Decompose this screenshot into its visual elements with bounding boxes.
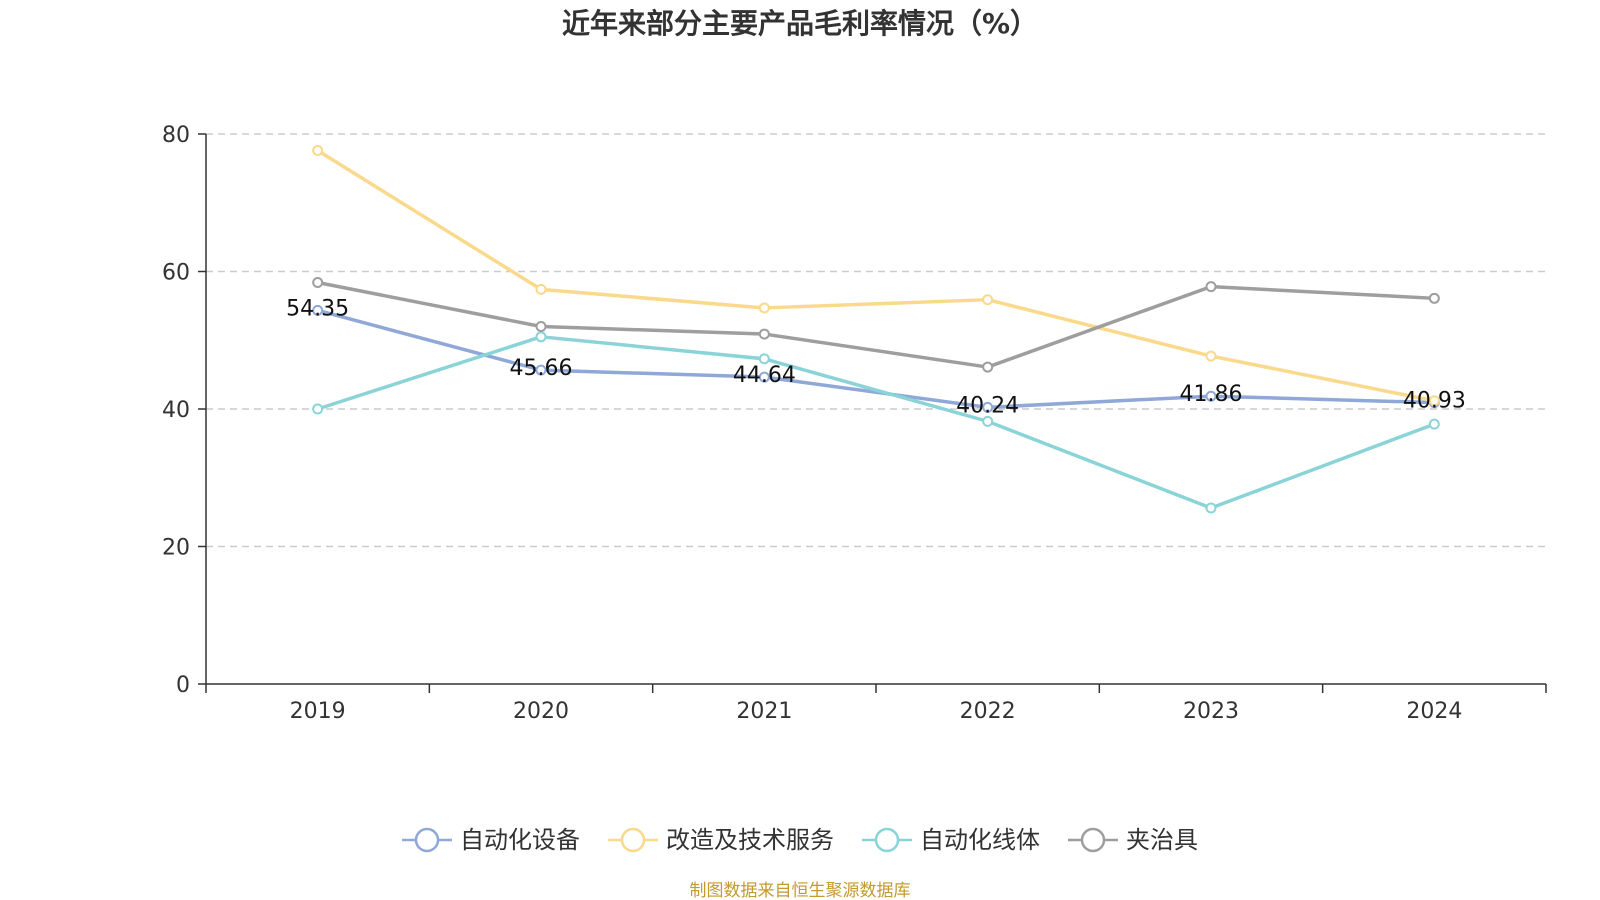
legend-label: 自动化线体 (920, 826, 1040, 854)
data-point (758, 371, 770, 383)
data-point (1205, 350, 1217, 362)
x-tick-label: 2023 (1183, 699, 1239, 724)
legend-circle-icon (414, 827, 440, 853)
y-tick-label: 20 (162, 536, 190, 561)
legend-item[interactable]: 改造及技术服务 (608, 826, 834, 854)
series-line (315, 308, 1437, 410)
y-tick-label: 60 (162, 261, 190, 286)
legend-circle-icon (1080, 827, 1106, 853)
series-line (315, 148, 1437, 403)
data-label: 41.86 (1180, 382, 1243, 407)
x-tick-label: 2021 (736, 699, 792, 724)
data-labels: 54.35 45.66 44.64 40.24 41.86 40.93 (286, 296, 1466, 418)
data-point (1205, 502, 1217, 514)
source-note: 制图数据来自恒生聚源数据库 (690, 881, 911, 900)
legend[interactable]: 自动化设备 改造及技术服务 自动化线体 夹治具 (402, 826, 1198, 854)
data-point (312, 304, 324, 316)
legend-circle-icon (874, 827, 900, 853)
data-label: 40.24 (956, 393, 1019, 418)
data-point (758, 353, 770, 365)
data-point (758, 328, 770, 340)
data-point (312, 145, 324, 156)
axes: 0 20 40 60 80 2019 2020 2021 2022 2023 2024 (162, 123, 1547, 724)
legend-item[interactable]: 自动化线体 (862, 826, 1040, 854)
data-label: 54.35 (286, 296, 349, 321)
data-point (1428, 395, 1440, 407)
legend-label: 自动化设备 (460, 826, 580, 854)
series-4 (312, 277, 1440, 373)
x-tick-label: 2020 (513, 699, 569, 724)
legend-item[interactable]: 自动化设备 (402, 826, 580, 854)
grid-lines (206, 133, 1546, 548)
data-point (1428, 292, 1440, 304)
legend-circle-icon (620, 827, 646, 853)
legend-item[interactable]: 夹治具 (1068, 826, 1198, 854)
data-point (535, 331, 547, 343)
data-point (1205, 281, 1217, 293)
chart-title: 近年来部分主要产品毛利率情况（%） (562, 7, 1038, 40)
data-point (758, 302, 770, 314)
y-tick-label: 0 (176, 673, 190, 698)
y-tick-label: 80 (162, 123, 190, 148)
legend-label: 夹治具 (1126, 826, 1198, 854)
data-label: 40.93 (1403, 389, 1466, 414)
series-line (315, 335, 1437, 510)
data-label: 44.64 (733, 363, 796, 388)
data-point (1205, 390, 1217, 402)
x-tick-label: 2019 (290, 699, 346, 724)
series-3 (312, 331, 1440, 514)
data-point (535, 364, 547, 376)
y-tick-label: 40 (162, 398, 190, 423)
data-point (1428, 418, 1440, 430)
series-lines (312, 145, 1440, 514)
data-point (535, 283, 547, 295)
data-point (982, 294, 994, 306)
series-line (315, 280, 1437, 369)
data-point (982, 415, 994, 427)
data-point (312, 403, 324, 415)
data-point (982, 401, 994, 413)
x-tick-label: 2022 (960, 699, 1016, 724)
data-point (982, 361, 994, 373)
legend-label: 改造及技术服务 (666, 826, 834, 854)
x-tick-label: 2024 (1406, 699, 1462, 724)
data-label: 45.66 (510, 356, 573, 381)
data-point (312, 277, 324, 288)
data-point (535, 321, 547, 332)
series-2 (312, 145, 1440, 407)
series-1 (312, 304, 1440, 413)
